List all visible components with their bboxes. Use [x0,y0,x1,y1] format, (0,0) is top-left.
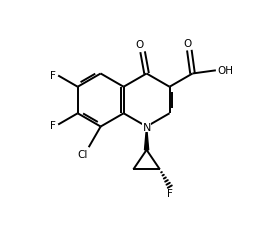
Text: N: N [142,122,151,132]
Text: F: F [50,121,56,131]
Text: F: F [167,189,173,199]
Text: O: O [136,40,144,50]
Text: OH: OH [217,66,233,76]
Text: F: F [50,71,56,81]
Text: Cl: Cl [77,149,88,159]
Text: O: O [183,39,191,49]
Polygon shape [144,127,149,150]
